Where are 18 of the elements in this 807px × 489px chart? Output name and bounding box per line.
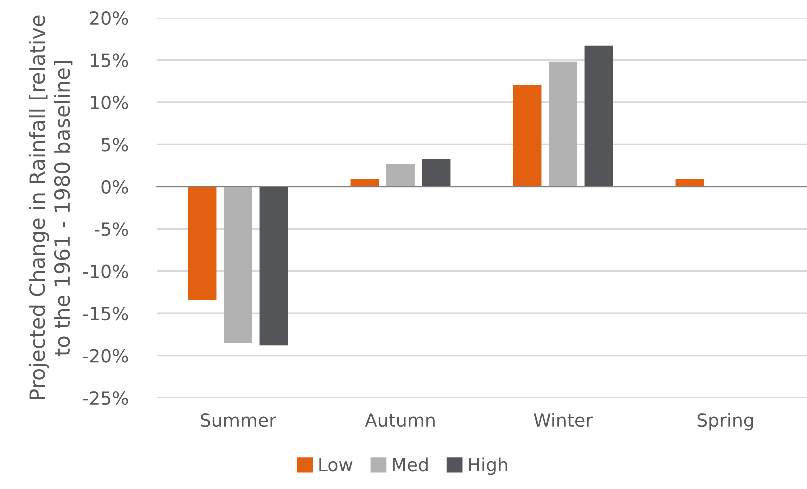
y-tick-label: 15%	[91, 54, 128, 68]
legend-label: Low	[320, 458, 353, 472]
y-tick-label: -5%	[94, 222, 128, 236]
y-tick-label: 5%	[102, 138, 128, 152]
x-tick-label: Summer	[201, 414, 277, 428]
y-tick-label: -15%	[83, 307, 128, 321]
y-tick-label: -20%	[83, 349, 128, 363]
x-tick-label: Spring	[698, 413, 754, 431]
y-tick-label: -25%	[83, 391, 128, 406]
y-tick-label: -10%	[83, 264, 128, 278]
x-tick-label: Autumn	[365, 414, 435, 428]
legend-label: High	[469, 458, 508, 476]
y-tick-label: 0%	[102, 180, 128, 194]
x-tick-label: Winter	[534, 413, 594, 428]
y-tick-label: 10%	[91, 96, 128, 110]
legend-label: Med	[393, 458, 428, 472]
y-axis-title: Projected Change in Rainfall [relative to the 1961 - 1980 baseline]	[29, 16, 73, 400]
y-tick-label: 20%	[90, 11, 128, 26]
